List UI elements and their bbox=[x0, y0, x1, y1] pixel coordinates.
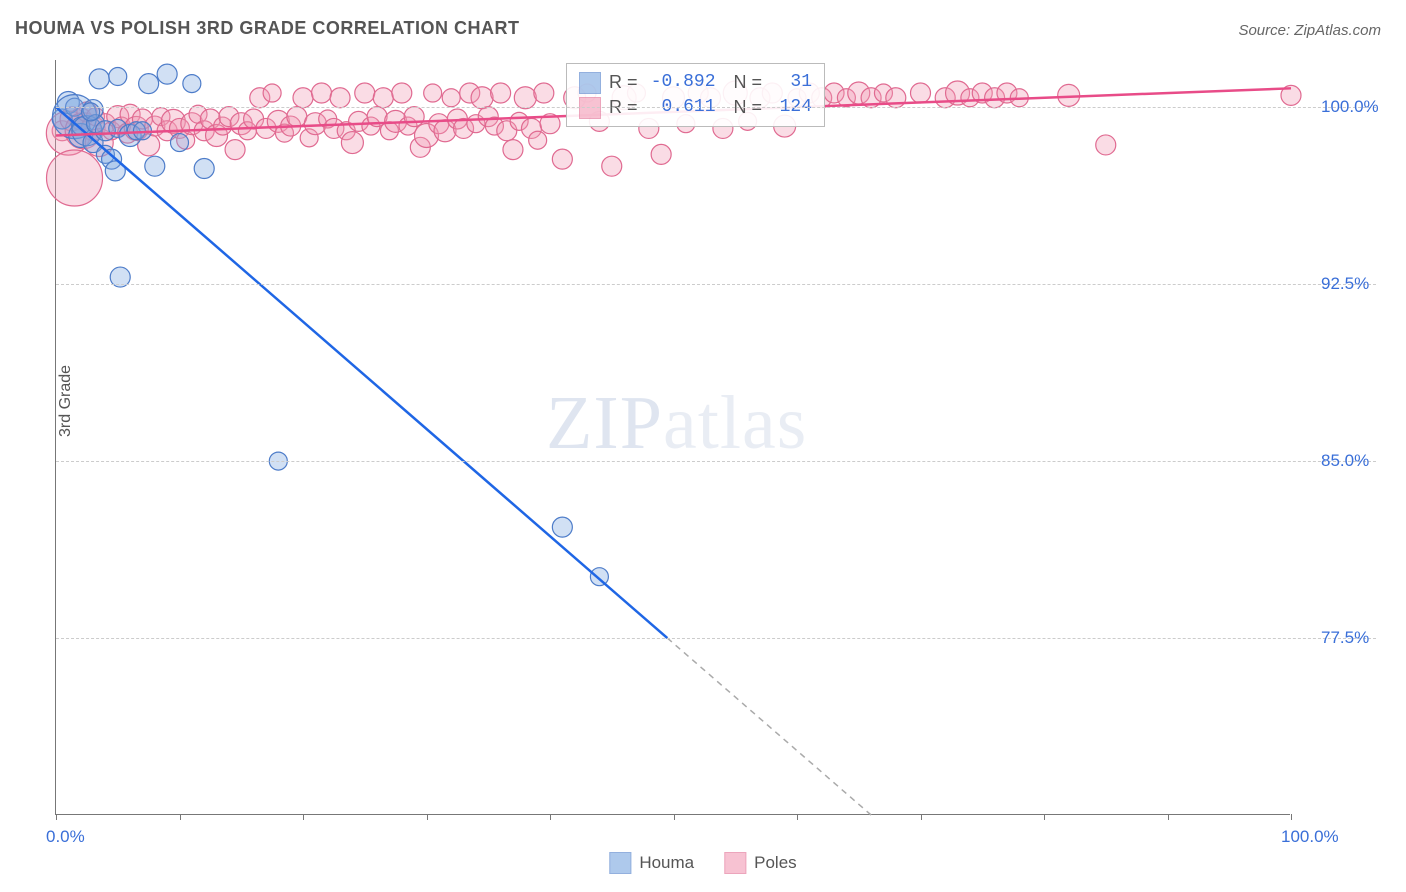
grid-line bbox=[56, 461, 1376, 462]
legend-item: Poles bbox=[724, 852, 797, 874]
y-tick-label: 77.5% bbox=[1321, 628, 1369, 648]
x-tick bbox=[180, 814, 181, 820]
x-tick bbox=[427, 814, 428, 820]
scatter-point-poles bbox=[293, 88, 313, 108]
grid-line bbox=[56, 284, 1376, 285]
trend-line-houma bbox=[56, 107, 667, 638]
scatter-point-houma bbox=[89, 69, 109, 89]
info-n-value: 31 bbox=[770, 70, 812, 95]
scatter-point-poles bbox=[47, 150, 103, 206]
scatter-point-poles bbox=[263, 84, 281, 102]
scatter-point-poles bbox=[355, 83, 375, 103]
y-tick-label: 92.5% bbox=[1321, 274, 1369, 294]
info-row: R = -0.892 N = 31 bbox=[579, 70, 812, 95]
x-tick-label: 100.0% bbox=[1281, 827, 1339, 847]
scatter-point-poles bbox=[471, 87, 493, 109]
scatter-point-poles bbox=[225, 140, 245, 160]
scatter-point-poles bbox=[1096, 135, 1116, 155]
legend-swatch bbox=[609, 852, 631, 874]
scatter-point-poles bbox=[503, 140, 523, 160]
scatter-point-houma bbox=[157, 64, 177, 84]
scatter-point-houma bbox=[109, 68, 127, 86]
scatter-point-poles bbox=[330, 88, 350, 108]
scatter-point-poles bbox=[404, 107, 424, 127]
scatter-point-houma bbox=[183, 75, 201, 93]
grid-line bbox=[56, 107, 1376, 108]
scatter-point-poles bbox=[442, 89, 460, 107]
correlation-info-box: R =-0.892N =31R =0.611N =124 bbox=[566, 63, 825, 127]
info-swatch bbox=[579, 72, 601, 94]
info-n-label: N = bbox=[734, 70, 763, 95]
scatter-point-houma bbox=[171, 134, 189, 152]
x-tick bbox=[1291, 814, 1292, 820]
scatter-point-poles bbox=[514, 87, 536, 109]
scatter-point-poles bbox=[651, 144, 671, 164]
scatter-point-poles bbox=[341, 132, 363, 154]
scatter-point-poles bbox=[392, 83, 412, 103]
scatter-point-houma bbox=[82, 103, 100, 121]
x-tick bbox=[1168, 814, 1169, 820]
y-tick-label: 85.0% bbox=[1321, 451, 1369, 471]
x-tick bbox=[797, 814, 798, 820]
scatter-point-poles bbox=[373, 88, 393, 108]
legend-label: Poles bbox=[754, 853, 797, 873]
scatter-point-poles bbox=[552, 149, 572, 169]
x-tick-label: 0.0% bbox=[46, 827, 85, 847]
scatter-point-houma bbox=[145, 156, 165, 176]
chart-title: HOUMA VS POLISH 3RD GRADE CORRELATION CH… bbox=[15, 18, 520, 39]
y-tick-label: 100.0% bbox=[1321, 97, 1379, 117]
scatter-point-poles bbox=[312, 83, 332, 103]
scatter-point-poles bbox=[529, 131, 547, 149]
scatter-point-houma bbox=[139, 74, 159, 94]
x-tick bbox=[921, 814, 922, 820]
chart-svg bbox=[56, 60, 1291, 815]
x-tick bbox=[1044, 814, 1045, 820]
source-label: Source: ZipAtlas.com bbox=[1238, 22, 1381, 39]
scatter-point-poles bbox=[911, 83, 931, 103]
grid-line bbox=[56, 638, 1376, 639]
scatter-point-houma bbox=[552, 517, 572, 537]
legend: Houma Poles bbox=[609, 852, 796, 874]
x-tick bbox=[674, 814, 675, 820]
legend-item: Houma bbox=[609, 852, 694, 874]
trend-line-dashed-houma bbox=[667, 638, 871, 815]
info-r-value: -0.892 bbox=[646, 70, 716, 95]
scatter-point-houma bbox=[194, 159, 214, 179]
x-tick bbox=[56, 814, 57, 820]
x-tick bbox=[303, 814, 304, 820]
plot-area: 3rd Grade ZIPatlas R =-0.892N =31R =0.61… bbox=[55, 60, 1290, 815]
legend-label: Houma bbox=[639, 853, 694, 873]
scatter-point-poles bbox=[424, 84, 442, 102]
scatter-point-poles bbox=[602, 156, 622, 176]
scatter-point-poles bbox=[534, 83, 554, 103]
scatter-point-poles bbox=[491, 83, 511, 103]
info-r-label: R = bbox=[609, 70, 638, 95]
x-tick bbox=[550, 814, 551, 820]
legend-swatch bbox=[724, 852, 746, 874]
